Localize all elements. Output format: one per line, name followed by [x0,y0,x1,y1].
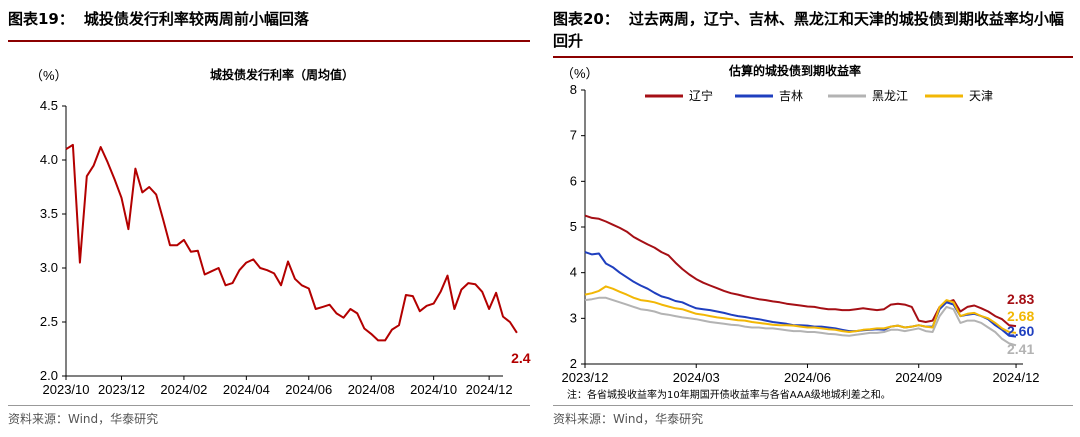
right-end-value-label-1: 2.83 [1007,291,1034,307]
right-legend-label-4: 天津 [969,89,993,103]
right-x-tick-label: 2024/03 [673,370,720,385]
left-y-unit-label: （%） [30,68,68,83]
right-legend-label-1: 辽宁 [689,88,713,103]
left-x-tick-label: 2024/06 [285,382,332,397]
left-y-tick-label: 4.5 [40,98,58,113]
left-x-tick-label: 2024/10 [410,382,457,397]
left-y-tick-label: 2.5 [40,314,58,329]
right-figure-title: 图表20： 过去两周，辽宁、吉林、黑龙江和天津的城投债到期收益率均小幅回升 [553,8,1073,52]
left-source-rule [8,405,530,406]
right-figure-panel: 图表20： 过去两周，辽宁、吉林、黑龙江和天津的城投债到期收益率均小幅回升 估算的… [545,0,1080,437]
left-figure-panel: 图表19： 城投债发行利率较两周前小幅回落 城投债发行利率（周均值） （%） 2.0 2… [0,0,535,437]
right-x-tick-label: 2024/09 [895,370,942,385]
left-end-value-label: 2.4 [511,350,531,366]
right-y-tick-label: 2 [570,356,577,371]
left-series-line-1 [65,143,518,342]
left-y-tick-label: 3.5 [40,206,58,221]
left-x-tick-label: 2024/02 [160,382,207,397]
left-figure-label: 图表19： [8,10,74,28]
right-chart: 估算的城投债到期收益率 （%） 2 3 4 5 6 7 8 2023/12 2024/03 2024/… [561,63,1040,401]
left-y-tick-label: 2.0 [40,368,58,383]
left-figure-title-text: 城投债发行利率较两周前小幅回落 [83,10,309,28]
right-source: 资料来源：Wind，华泰研究 [553,412,704,426]
right-end-value-label-4: 2.68 [1007,308,1034,324]
right-series-line-2 [584,251,1017,338]
right-y-unit-label: （%） [561,66,599,81]
left-y-tick-label: 4.0 [40,152,58,167]
right-chart-note: 注：各省城投收益率为10年期国开债收益率与各省AAA级地城利差之和。 [567,388,891,401]
left-y-tick-label: 3.0 [40,260,58,275]
right-y-tick-label: 7 [570,128,577,143]
left-x-tick-label: 2024/04 [223,382,270,397]
right-end-value-label-2: 2.60 [1007,323,1034,339]
right-source-rule [553,405,1073,406]
left-x-tick-label: 2023/12 [98,382,145,397]
left-x-tick-label: 2024/12 [466,382,513,397]
right-y-tick-label: 5 [570,219,577,234]
right-title-rule [553,56,1073,58]
right-chart-title: 估算的城投债到期收益率 [728,63,861,78]
right-series-line-4 [584,285,1017,334]
right-series-line-3 [584,296,1017,347]
left-title-rule [8,40,530,42]
right-y-tick-label: 8 [570,82,577,97]
left-chart: 城投债发行利率（周均值） （%） 2.0 2.5 3.0 3.5 4.0 4.5 2023/10… [30,67,531,397]
right-figure-title-text: 过去两周，辽宁、吉林、黑龙江和天津的城投债到期收益率均小幅回升 [553,10,1064,50]
left-source: 资料来源：Wind，华泰研究 [8,412,159,426]
right-y-tick-label: 4 [570,265,577,280]
left-chart-title: 城投债发行利率（周均值） [210,67,354,82]
right-legend-label-3: 黑龙江 [872,89,908,103]
left-x-tick-label: 2023/10 [43,382,90,397]
right-x-tick-label: 2024/06 [784,370,831,385]
right-figure-label: 图表20： [553,10,619,28]
right-y-tick-label: 3 [570,310,577,325]
left-x-tick-label: 2024/08 [348,382,395,397]
right-end-value-label-3: 2.41 [1007,341,1034,357]
left-figure-title: 图表19： 城投债发行利率较两周前小幅回落 [8,8,528,30]
right-x-tick-label: 2023/12 [562,370,609,385]
right-x-tick-label: 2024/12 [993,370,1040,385]
right-y-tick-label: 6 [570,173,577,188]
right-legend-label-2: 吉林 [779,89,803,103]
